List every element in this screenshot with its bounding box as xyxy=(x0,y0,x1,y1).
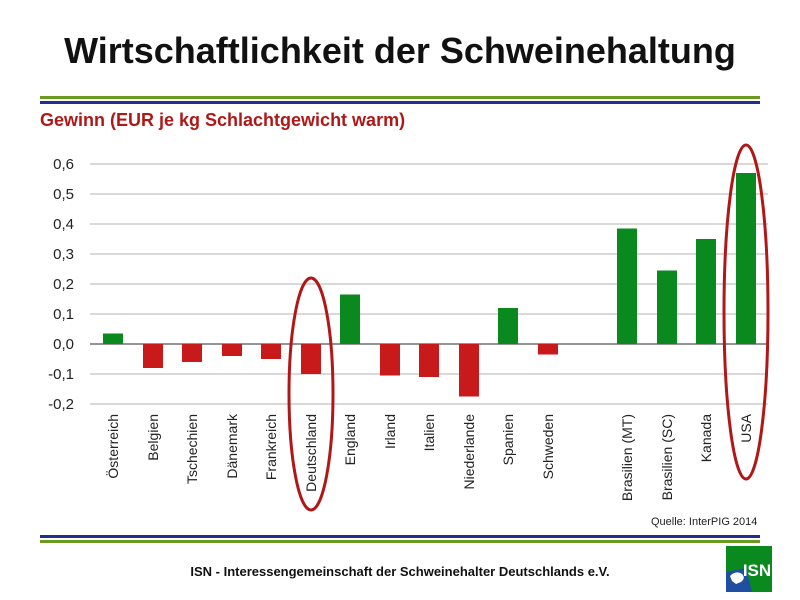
bar xyxy=(459,344,479,397)
isn-logo: ISN xyxy=(726,546,772,592)
y-tick-label: 0,1 xyxy=(53,306,74,323)
y-tick-label: 0,5 xyxy=(53,186,74,203)
y-tick-label: -0,2 xyxy=(48,396,74,413)
bar xyxy=(380,344,400,376)
x-tick-label: Schweden xyxy=(540,414,556,479)
y-tick-label: 0,2 xyxy=(53,276,74,293)
x-tick-label: Brasilien (SC) xyxy=(659,414,675,500)
x-tick-label: Brasilien (MT) xyxy=(619,414,635,501)
bar xyxy=(498,308,518,344)
y-tick-labels: 0,6 0,5 0,4 0,3 0,2 0,1 0,0 -0,1 -0,2 xyxy=(48,156,74,413)
header-rule-blue xyxy=(40,101,760,104)
bar xyxy=(419,344,439,377)
x-tick-labels: Österreich Belgien Tschechien Dänemark Frank… xyxy=(104,413,754,501)
x-tick-label: Dänemark xyxy=(224,413,240,479)
bar xyxy=(182,344,202,362)
y-tick-label: 0,0 xyxy=(53,336,74,353)
x-tick-label: Belgien xyxy=(145,414,161,461)
source-note: Quelle: InterPIG 2014 xyxy=(651,516,758,528)
bar xyxy=(736,173,756,344)
slide-title: Wirtschaftlichkeit der Schweinehaltung xyxy=(64,30,736,71)
x-tick-label: Niederlande xyxy=(461,414,477,490)
header-rule-green xyxy=(40,96,760,99)
x-tick-label: Deutschland xyxy=(303,414,319,492)
x-tick-label: Kanada xyxy=(698,414,714,462)
y-tick-label: -0,1 xyxy=(48,366,74,383)
x-tick-label: Tschechien xyxy=(184,414,200,484)
bar xyxy=(340,294,360,344)
bar xyxy=(261,344,281,359)
y-tick-label: 0,4 xyxy=(53,216,74,233)
x-tick-label: Österreich xyxy=(104,414,121,479)
highlight-ellipses xyxy=(287,143,770,512)
x-tick-label: Spanien xyxy=(500,414,516,465)
bar xyxy=(103,333,123,344)
y-tick-label: 0,3 xyxy=(53,246,74,263)
bar xyxy=(696,239,716,344)
bar xyxy=(617,228,637,344)
x-tick-label: England xyxy=(342,414,358,465)
x-tick-label: Frankreich xyxy=(263,414,279,480)
svg-text:ISN: ISN xyxy=(743,561,771,580)
bar xyxy=(301,344,321,374)
highlight-ellipse xyxy=(722,143,770,481)
highlight-ellipse xyxy=(287,276,335,512)
footer-rule-blue xyxy=(40,535,760,538)
bar xyxy=(222,344,242,356)
x-tick-label: Irland xyxy=(382,414,398,449)
bar xyxy=(657,270,677,344)
x-tick-label: Italien xyxy=(421,414,437,451)
footer-rule-green xyxy=(40,540,760,543)
y-tick-label: 0,6 xyxy=(53,156,74,173)
x-tick-label: USA xyxy=(738,413,754,442)
footer-text: ISN - Interessengemeinschaft der Schwein… xyxy=(190,564,610,579)
chart-subtitle: Gewinn (EUR je kg Schlachtgewicht warm) xyxy=(40,110,406,130)
bar xyxy=(143,344,163,368)
bar xyxy=(538,344,558,355)
bars xyxy=(103,173,756,397)
bar-chart: 0,6 0,5 0,4 0,3 0,2 0,1 0,0 -0,1 -0,2 Österreich… xyxy=(48,143,770,512)
